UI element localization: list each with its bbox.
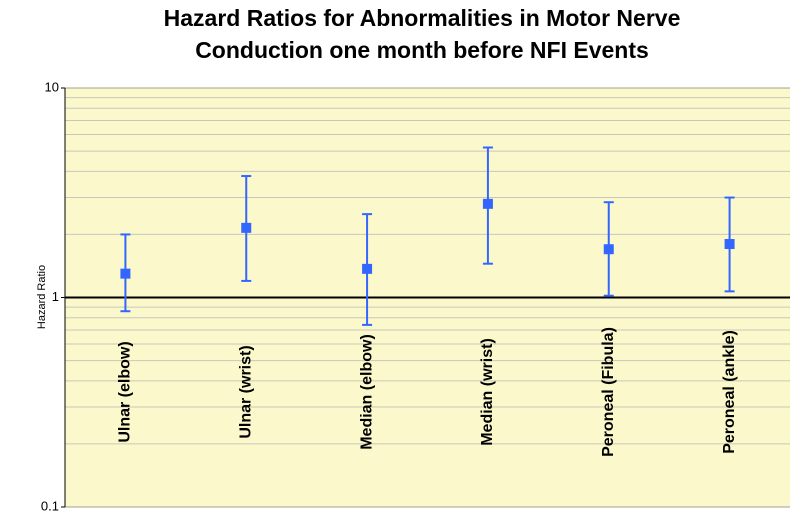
point (362, 263, 373, 274)
x-category-label: Peroneal (Fibula) (600, 327, 617, 457)
x-category-label: Ulnar (elbow) (117, 341, 134, 442)
point (603, 244, 614, 255)
x-category-label: Peroneal (ankle) (721, 330, 738, 454)
x-category-label: Ulnar (wrist) (237, 345, 254, 438)
chart-title-line: Hazard Ratios for Abnormalities in Motor… (164, 5, 681, 31)
y-tick-label: 1 (52, 289, 59, 304)
chart-title-line: Conduction one month before NFI Events (195, 37, 649, 63)
point (724, 239, 735, 250)
y-tick-label: 10 (45, 79, 59, 94)
x-category-label: Median (elbow) (358, 334, 375, 450)
y-tick-label: 0.1 (41, 498, 59, 513)
point (241, 222, 252, 233)
y-axis-label: Hazard Ratio (36, 265, 48, 329)
point (120, 268, 131, 279)
x-category-label: Median (wrist) (479, 338, 496, 446)
point (482, 198, 493, 209)
